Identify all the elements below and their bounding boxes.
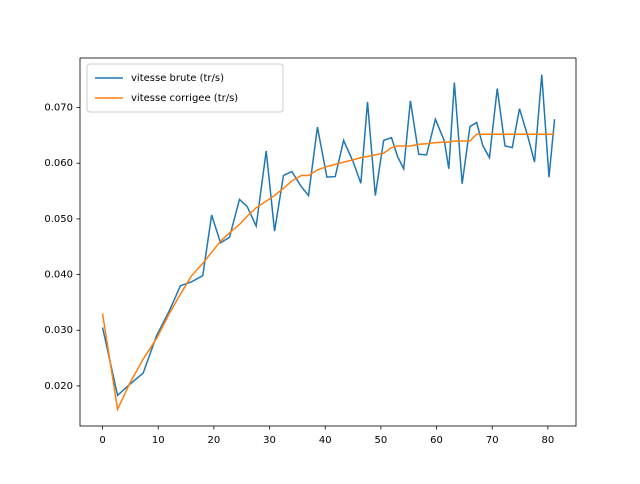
x-tick-label: 70 xyxy=(486,435,499,446)
x-tick-label: 10 xyxy=(152,435,165,446)
x-tick-label: 60 xyxy=(430,435,443,446)
y-tick-label: 0.070 xyxy=(44,103,73,114)
legend-label: vitesse brute (tr/s) xyxy=(131,73,224,84)
plot-frame xyxy=(79,57,577,427)
data-line xyxy=(101,133,555,412)
x-tick-label: 40 xyxy=(319,435,332,446)
data-line xyxy=(101,74,556,397)
x-tick-label: 20 xyxy=(208,435,221,446)
y-tick-label: 0.040 xyxy=(44,270,73,281)
y-tick-label: 0.050 xyxy=(44,214,73,225)
legend-label: vitesse corrigee (tr/s) xyxy=(131,93,238,104)
legend-box xyxy=(86,63,284,113)
x-tick-label: 30 xyxy=(263,435,276,446)
y-tick-label: 0.060 xyxy=(44,158,73,169)
x-tick-label: 80 xyxy=(542,435,555,446)
x-tick-label: 0 xyxy=(99,435,105,446)
x-tick-label: 50 xyxy=(375,435,388,446)
y-tick-label: 0.030 xyxy=(44,325,73,336)
y-tick-label: 0.020 xyxy=(44,381,73,392)
